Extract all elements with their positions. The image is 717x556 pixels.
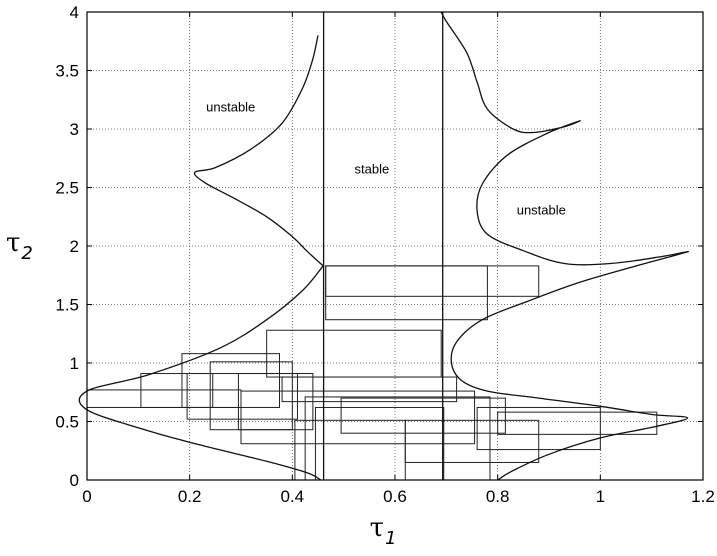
tolerance-rectangle xyxy=(325,265,488,321)
rectangle-overlay xyxy=(86,265,658,481)
tolerance-rectangle xyxy=(340,397,506,434)
y-tick-label: 2 xyxy=(70,237,79,256)
y-tick-label: 1.5 xyxy=(55,296,79,315)
y-tick-label: 0.5 xyxy=(55,413,79,432)
x-tick-label: 1.2 xyxy=(691,487,715,506)
y-axis-ticks: 0 0.5 1 1.5 2 2.5 3 3.5 4 xyxy=(55,3,703,490)
x-axis-label: τ1 xyxy=(370,513,397,549)
x-tick-label: 0 xyxy=(82,487,91,506)
x-tick-label: 1 xyxy=(596,487,605,506)
region-label: unstable xyxy=(206,99,255,114)
tolerance-rectangle xyxy=(304,396,491,481)
y-tick-label: 0 xyxy=(70,471,79,490)
tolerance-rectangle xyxy=(86,389,242,408)
stability-curves xyxy=(78,11,689,481)
tolerance-rectangle xyxy=(140,373,214,408)
tolerance-rectangle xyxy=(476,406,601,451)
x-axis-ticks: 0 0.2 0.4 0.6 0.8 1 1.2 xyxy=(82,12,715,506)
tolerance-rectangle xyxy=(497,411,658,435)
boundary-curve-2 xyxy=(78,265,324,481)
grid xyxy=(87,12,703,480)
region-label: stable xyxy=(355,161,390,176)
y-tick-label: 2.5 xyxy=(55,179,79,198)
region-label: unstable xyxy=(517,202,566,217)
tolerance-rectangle xyxy=(281,376,458,403)
x-tick-label: 0.6 xyxy=(383,487,407,506)
boundary-curve-3 xyxy=(440,11,689,481)
x-tick-label: 0.2 xyxy=(178,487,202,506)
y-axis-label: τ2 xyxy=(6,228,33,264)
x-tick-label: 0.4 xyxy=(281,487,305,506)
y-tick-label: 4 xyxy=(70,3,79,22)
tolerance-rectangle xyxy=(240,390,476,445)
region-labels: unstable stable unstable xyxy=(206,99,566,217)
y-tick-label: 1 xyxy=(70,354,79,373)
tolerance-rectangle xyxy=(266,329,442,378)
x-tick-label: 0.8 xyxy=(486,487,510,506)
boundary-curve-1 xyxy=(193,35,324,267)
tolerance-rectangle xyxy=(404,419,540,463)
tolerance-rectangle xyxy=(186,373,298,420)
tolerance-rectangle xyxy=(325,265,540,297)
y-tick-label: 3 xyxy=(70,120,79,139)
y-tick-label: 3.5 xyxy=(55,62,79,81)
